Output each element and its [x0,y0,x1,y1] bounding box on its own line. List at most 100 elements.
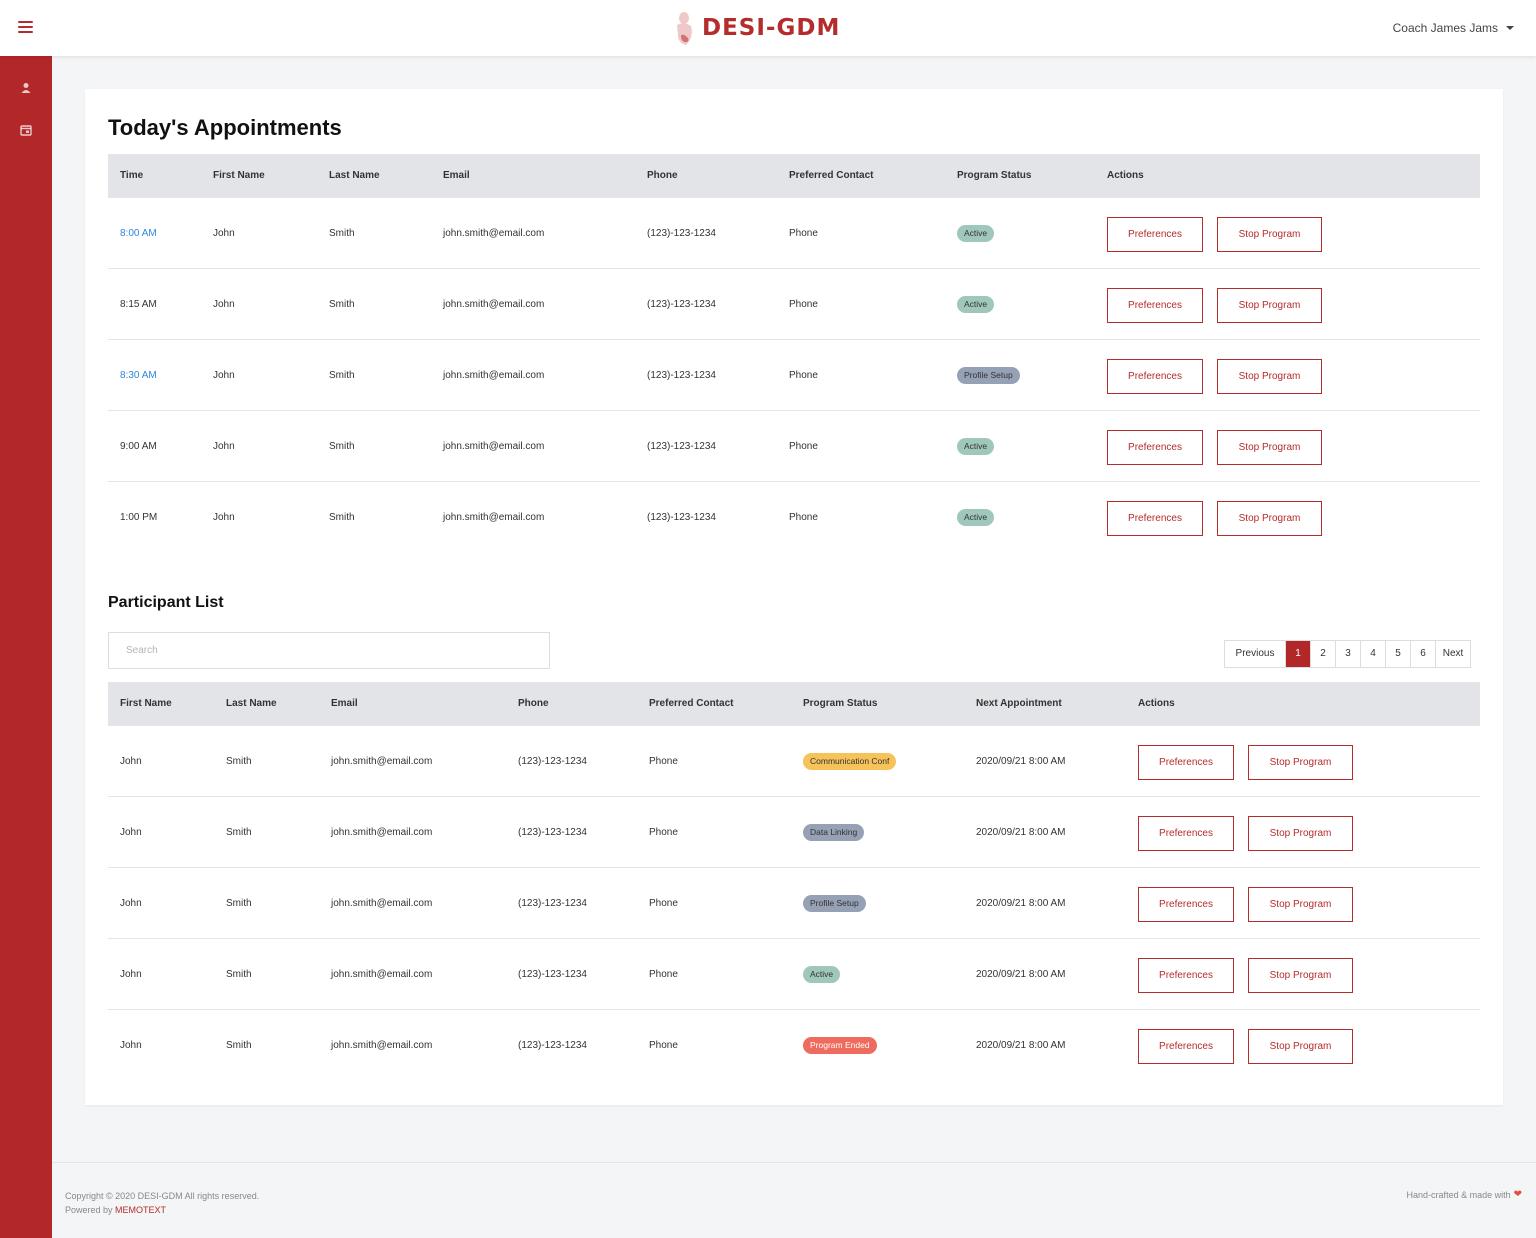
status-badge: Program Ended [803,1037,877,1054]
preferences-button[interactable]: Preferences [1138,745,1234,780]
email: john.smith@email.com [443,512,545,523]
powered-by: Powered by MEMOTEXT [65,1203,259,1217]
email: john.smith@email.com [331,827,433,838]
preferences-button[interactable]: Preferences [1138,887,1234,922]
user-icon[interactable] [20,82,32,94]
menu-icon[interactable] [18,21,33,33]
stop-program-button[interactable]: Stop Program [1217,359,1322,394]
preferred-contact: Phone [649,1040,678,1051]
last-name: Smith [226,756,252,767]
stop-program-button[interactable]: Stop Program [1248,958,1353,993]
pagination-page[interactable]: 1 [1286,641,1311,667]
search-input[interactable] [108,632,550,669]
last-name: Smith [226,827,252,838]
preferred-contact: Phone [649,756,678,767]
status-badge: Active [957,296,995,313]
phone: (123)-123-1234 [647,299,716,310]
last-name: Smith [329,299,355,310]
preferred-contact: Phone [649,898,678,909]
last-name: Smith [329,370,355,381]
column-header: Preferred Contact [649,698,734,709]
user-name: Coach James Jams [1392,21,1498,35]
appointment-time: 9:00 AM [120,441,157,452]
first-name: John [120,827,142,838]
column-header: Phone [647,170,678,181]
user-menu-dropdown[interactable]: Coach James Jams [1393,21,1514,35]
status-badge: Active [957,225,995,242]
main-card: Today's Appointments Time First Name Las… [85,89,1503,1105]
stop-program-button[interactable]: Stop Program [1217,217,1322,252]
pagination-previous[interactable]: Previous [1225,641,1286,667]
sidebar [0,56,52,1238]
preferences-button[interactable]: Preferences [1138,958,1234,993]
status-badge: Profile Setup [803,895,866,912]
caret-down-icon [1506,26,1514,30]
heart-icon: ❤ [1513,1189,1522,1200]
email: john.smith@email.com [443,299,545,310]
table-row: 8:00 AM John Smith john.smith@email.com … [108,198,1480,269]
column-header: Phone [518,698,549,709]
pagination-next[interactable]: Next [1436,641,1470,667]
table-row: John Smith john.smith@email.com (123)-12… [108,868,1480,939]
status-badge: Active [803,966,841,983]
stop-program-button[interactable]: Stop Program [1248,887,1353,922]
next-appointment: 2020/09/21 8:00 AM [976,1040,1066,1051]
pagination-page[interactable]: 5 [1386,641,1411,667]
preferred-contact: Phone [649,969,678,980]
stop-program-button[interactable]: Stop Program [1248,745,1353,780]
phone: (123)-123-1234 [518,827,587,838]
table-row: 8:15 AM John Smith john.smith@email.com … [108,269,1480,340]
preferences-button[interactable]: Preferences [1107,217,1203,252]
stop-program-button[interactable]: Stop Program [1217,430,1322,465]
pagination-page[interactable]: 6 [1411,641,1436,667]
email: john.smith@email.com [331,898,433,909]
table-row: 9:00 AM John Smith john.smith@email.com … [108,411,1480,482]
participants-table-header: First Name Last Name Email Phone Preferr… [108,682,1480,726]
appointment-time: 1:00 PM [120,512,158,523]
column-header: First Name [120,698,172,709]
appointment-time-link[interactable]: 8:30 AM [120,370,157,381]
table-row: John Smith john.smith@email.com (123)-12… [108,726,1480,797]
calendar-icon[interactable] [20,124,32,136]
phone: (123)-123-1234 [518,898,587,909]
memotext-link[interactable]: MEMOTEXT [115,1205,167,1215]
phone: (123)-123-1234 [647,441,716,452]
participant-list-title: Participant List [108,594,224,611]
next-appointment: 2020/09/21 8:00 AM [976,969,1066,980]
stop-program-button[interactable]: Stop Program [1217,288,1322,323]
stop-program-button[interactable]: Stop Program [1217,501,1322,536]
preferences-button[interactable]: Preferences [1107,359,1203,394]
pagination-page[interactable]: 3 [1336,641,1361,667]
preferences-button[interactable]: Preferences [1107,501,1203,536]
last-name: Smith [329,228,355,239]
top-navbar: DESI-GDM Coach James Jams [0,0,1536,56]
stop-program-button[interactable]: Stop Program [1248,816,1353,851]
stop-program-button[interactable]: Stop Program [1248,1029,1353,1064]
column-header: Preferred Contact [789,170,874,181]
preferred-contact: Phone [789,228,818,239]
email: john.smith@email.com [331,969,433,980]
pagination-page[interactable]: 2 [1311,641,1336,667]
first-name: John [213,512,235,523]
preferences-button[interactable]: Preferences [1107,288,1203,323]
appointment-time-link[interactable]: 8:00 AM [120,228,157,239]
preferences-button[interactable]: Preferences [1107,430,1203,465]
footer-tagline: Hand-crafted & made with ❤ [1407,1189,1522,1200]
first-name: John [213,441,235,452]
email: john.smith@email.com [443,441,545,452]
pagination-page[interactable]: 4 [1361,641,1386,667]
table-row: 8:30 AM John Smith john.smith@email.com … [108,340,1480,411]
footer-credits: Copyright © 2020 DESI-GDM All rights res… [65,1189,259,1217]
first-name: John [120,1040,142,1051]
preferences-button[interactable]: Preferences [1138,1029,1234,1064]
column-header: First Name [213,170,265,181]
phone: (123)-123-1234 [647,370,716,381]
powered-by-prefix: Powered by [65,1205,116,1215]
preferences-button[interactable]: Preferences [1138,816,1234,851]
next-appointment: 2020/09/21 8:00 AM [976,756,1066,767]
table-row: John Smith john.smith@email.com (123)-12… [108,1010,1480,1081]
last-name: Smith [226,969,252,980]
phone: (123)-123-1234 [647,228,716,239]
brand-logo[interactable]: DESI-GDM [672,8,840,48]
brand-name: DESI-GDM [702,15,841,41]
